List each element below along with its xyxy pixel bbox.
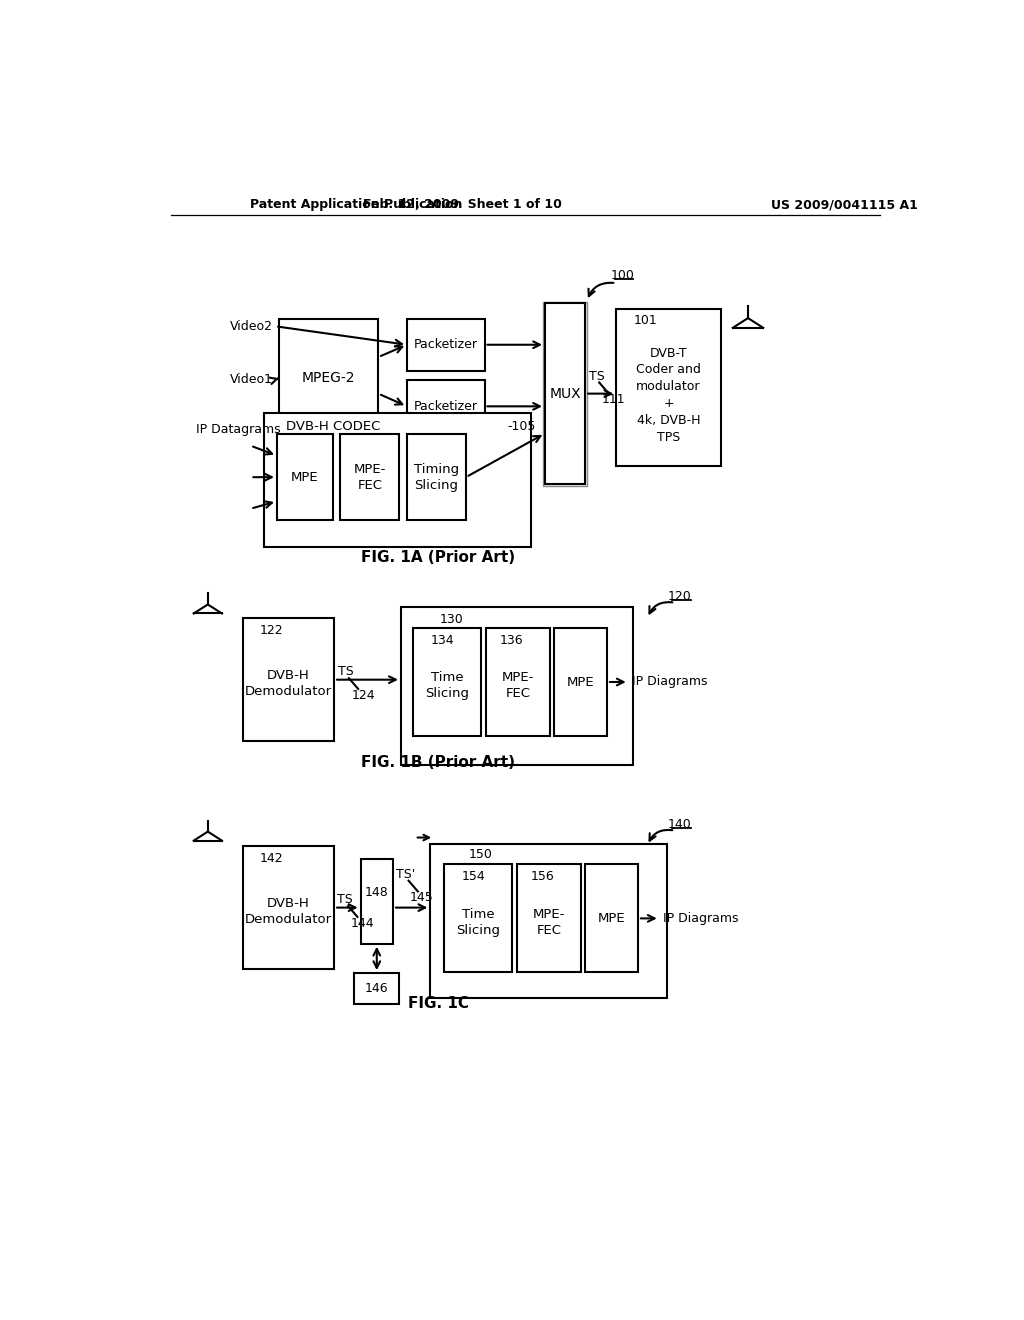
Text: US 2009/0041115 A1: US 2009/0041115 A1 [771, 198, 919, 211]
Text: IP Diagrams: IP Diagrams [632, 676, 708, 689]
Text: 150: 150 [469, 847, 493, 861]
Text: TS': TS' [396, 869, 416, 880]
Text: TS: TS [338, 665, 353, 678]
Text: DVB-T
Coder and
modulator
+
4k, DVB-H
TPS: DVB-T Coder and modulator + 4k, DVB-H TP… [636, 347, 701, 444]
Text: 111: 111 [601, 393, 625, 407]
Text: DVB-H CODEC: DVB-H CODEC [286, 420, 381, 433]
Text: Timing
Slicing: Timing Slicing [414, 463, 459, 491]
Bar [544, 302, 587, 486]
Bar [276, 434, 333, 520]
Bar [407, 318, 484, 371]
Bar [340, 434, 399, 520]
Text: DVB-H
Demodulator: DVB-H Demodulator [245, 898, 332, 925]
Text: 122: 122 [260, 624, 284, 638]
Text: 100: 100 [610, 269, 635, 282]
Bar [586, 865, 638, 973]
Text: TS: TS [589, 370, 605, 383]
Text: 148: 148 [365, 886, 389, 899]
Text: MUX: MUX [549, 387, 581, 401]
Bar [414, 628, 481, 737]
Text: Time
Slicing: Time Slicing [425, 672, 469, 701]
Text: Packetizer: Packetizer [414, 400, 478, 413]
Text: MPE: MPE [567, 676, 594, 689]
Text: FIG. 1A (Prior Art): FIG. 1A (Prior Art) [360, 549, 515, 565]
Bar [263, 412, 531, 548]
Bar [545, 304, 586, 484]
Text: MPEG-2: MPEG-2 [302, 371, 355, 385]
Bar [243, 846, 334, 969]
Text: 156: 156 [531, 870, 555, 883]
Text: 130: 130 [439, 612, 463, 626]
Bar [430, 843, 667, 998]
Text: Feb. 12, 2009  Sheet 1 of 10: Feb. 12, 2009 Sheet 1 of 10 [364, 198, 562, 211]
Text: 134: 134 [430, 634, 454, 647]
Bar [616, 309, 721, 466]
Bar [444, 865, 512, 973]
Text: 154: 154 [461, 870, 485, 883]
Text: Video2: Video2 [229, 319, 272, 333]
Bar [486, 628, 550, 737]
Text: MPE: MPE [291, 471, 318, 483]
Text: MPE-
FEC: MPE- FEC [502, 672, 534, 701]
Text: 144: 144 [350, 916, 374, 929]
Bar [280, 318, 378, 438]
Bar [400, 607, 633, 766]
Text: TS: TS [337, 894, 353, 907]
Bar [407, 380, 484, 433]
Text: FIG. 1C: FIG. 1C [408, 995, 469, 1011]
Text: 140: 140 [668, 818, 691, 832]
Bar [554, 628, 607, 737]
Text: 120: 120 [668, 590, 691, 603]
Text: Video1: Video1 [229, 372, 272, 385]
Bar [354, 973, 399, 1003]
Text: DVB-H
Demodulator: DVB-H Demodulator [245, 669, 332, 698]
Text: -105: -105 [508, 420, 537, 433]
Text: 101: 101 [633, 314, 657, 327]
Text: 142: 142 [260, 851, 284, 865]
Text: MPE-
FEC: MPE- FEC [532, 908, 565, 937]
Text: Packetizer: Packetizer [414, 338, 478, 351]
Text: 146: 146 [365, 982, 388, 995]
Text: MPE: MPE [598, 912, 626, 925]
Bar [243, 618, 334, 742]
Bar [407, 434, 466, 520]
Bar [360, 859, 393, 944]
Text: IP Diagrams: IP Diagrams [663, 912, 738, 925]
Text: Time
Slicing: Time Slicing [457, 908, 501, 937]
Text: MPE-
FEC: MPE- FEC [353, 463, 386, 491]
Text: IP Datagrams: IP Datagrams [197, 422, 281, 436]
Text: 145: 145 [410, 891, 434, 904]
Text: FIG. 1B (Prior Art): FIG. 1B (Prior Art) [361, 755, 515, 771]
Bar [517, 865, 581, 973]
Text: 136: 136 [500, 634, 523, 647]
Text: Patent Application Publication: Patent Application Publication [251, 198, 463, 211]
Text: 124: 124 [351, 689, 375, 702]
